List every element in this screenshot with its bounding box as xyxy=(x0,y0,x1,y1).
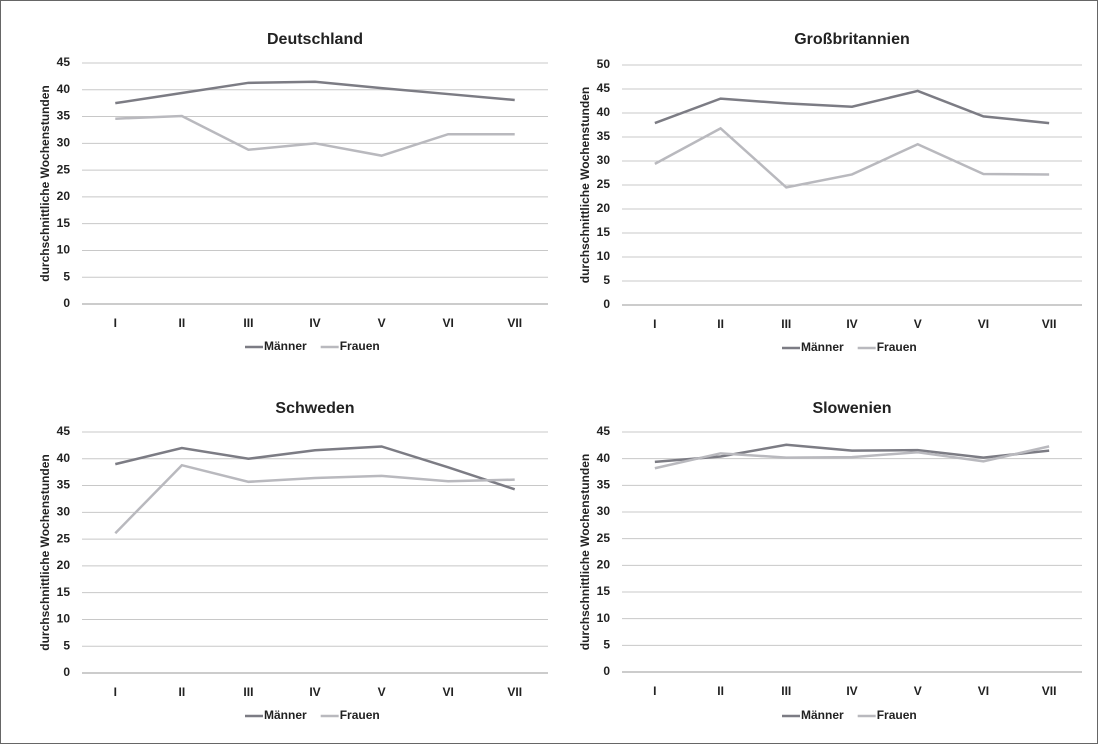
y-tick-label: 35 xyxy=(597,129,611,143)
y-axis-label: durchschnittliche Wochenstunden xyxy=(38,454,52,650)
x-tick-label: IV xyxy=(309,685,320,699)
y-tick-label: 30 xyxy=(597,153,611,167)
x-tick-label: V xyxy=(378,316,386,330)
y-tick-label: 0 xyxy=(603,297,610,311)
x-tick-label: VI xyxy=(978,684,989,698)
x-tick-label: VII xyxy=(1042,317,1057,331)
x-tick-label: I xyxy=(114,685,117,699)
x-tick-label: VII xyxy=(1042,684,1057,698)
y-tick-label: 10 xyxy=(57,612,71,626)
y-tick-label: 0 xyxy=(63,296,70,310)
y-tick-label: 45 xyxy=(597,81,611,95)
legend-label: Frauen xyxy=(340,708,380,722)
series-line xyxy=(115,80,515,105)
y-tick-label: 35 xyxy=(597,478,611,492)
y-tick-label: 15 xyxy=(57,585,71,599)
x-tick-label: VI xyxy=(442,316,453,330)
y-tick-label: 20 xyxy=(597,558,611,572)
x-tick-label: III xyxy=(781,684,791,698)
y-tick-label: 5 xyxy=(63,638,70,652)
x-tick-label: III xyxy=(243,685,253,699)
y-tick-label: 5 xyxy=(603,273,610,287)
y-tick-label: 35 xyxy=(57,109,71,123)
chart-title: Schweden xyxy=(275,400,354,417)
y-tick-label: 45 xyxy=(57,424,71,438)
series-line xyxy=(654,443,1050,464)
y-tick-label: 0 xyxy=(63,665,70,679)
y-axis-label: durchschnittliche Wochenstunden xyxy=(578,454,592,650)
y-tick-label: 25 xyxy=(57,162,71,176)
legend-label: Männer xyxy=(801,340,844,354)
x-tick-label: VII xyxy=(507,316,522,330)
legend-label: Frauen xyxy=(340,339,380,353)
y-tick-label: 20 xyxy=(57,558,71,572)
y-tick-label: 25 xyxy=(597,177,611,191)
y-tick-label: 45 xyxy=(57,55,71,69)
y-tick-label: 45 xyxy=(597,424,611,438)
x-tick-label: V xyxy=(914,684,922,698)
y-tick-label: 40 xyxy=(57,82,71,96)
series-line xyxy=(654,445,1050,470)
legend-label: Frauen xyxy=(877,708,917,722)
x-tick-label: II xyxy=(717,317,724,331)
y-axis-label: durchschnittliche Wochenstunden xyxy=(578,87,592,283)
x-tick-label: III xyxy=(243,316,253,330)
y-tick-label: 15 xyxy=(597,584,611,598)
x-tick-label: IV xyxy=(846,317,857,331)
x-tick-label: III xyxy=(781,317,791,331)
legend-label: Frauen xyxy=(877,340,917,354)
chart-title: Deutschland xyxy=(267,31,363,48)
y-axis-label: durchschnittliche Wochenstunden xyxy=(38,85,52,281)
series-line xyxy=(114,445,516,491)
x-tick-label: V xyxy=(378,685,386,699)
y-tick-label: 40 xyxy=(597,451,611,465)
x-tick-label: II xyxy=(717,684,724,698)
y-tick-label: 20 xyxy=(597,201,611,215)
y-tick-label: 50 xyxy=(597,57,611,71)
series-line xyxy=(654,89,1050,125)
x-tick-label: VI xyxy=(442,685,453,699)
x-tick-label: II xyxy=(179,316,186,330)
x-tick-label: VII xyxy=(507,685,522,699)
y-tick-label: 20 xyxy=(57,189,71,203)
legend-label: Männer xyxy=(264,708,307,722)
x-tick-label: I xyxy=(653,317,656,331)
chart-title: Slowenien xyxy=(812,400,891,417)
y-tick-label: 25 xyxy=(57,531,71,545)
y-tick-label: 0 xyxy=(603,664,610,678)
y-tick-label: 5 xyxy=(63,269,70,283)
x-tick-label: IV xyxy=(309,316,320,330)
y-tick-label: 40 xyxy=(57,451,71,465)
legend-label: Männer xyxy=(264,339,307,353)
y-tick-label: 30 xyxy=(597,504,611,518)
series-line xyxy=(114,463,515,535)
series-line xyxy=(115,114,515,157)
y-tick-label: 5 xyxy=(603,638,610,652)
x-tick-label: I xyxy=(114,316,117,330)
y-tick-label: 15 xyxy=(57,216,71,230)
y-tick-label: 15 xyxy=(597,225,611,239)
y-tick-label: 25 xyxy=(597,531,611,545)
y-tick-label: 10 xyxy=(597,611,611,625)
legend-label: Männer xyxy=(801,708,844,722)
y-tick-label: 10 xyxy=(57,243,71,257)
y-tick-label: 40 xyxy=(597,105,611,119)
y-tick-label: 10 xyxy=(597,249,611,263)
y-tick-label: 30 xyxy=(57,136,71,150)
y-tick-label: 30 xyxy=(57,505,71,519)
y-tick-label: 35 xyxy=(57,478,71,492)
x-tick-label: VI xyxy=(978,317,989,331)
x-tick-label: V xyxy=(914,317,922,331)
x-tick-label: IV xyxy=(846,684,857,698)
x-tick-label: I xyxy=(653,684,656,698)
series-line xyxy=(654,126,1050,189)
x-tick-label: II xyxy=(179,685,186,699)
chart-title: Großbritannien xyxy=(794,31,910,48)
